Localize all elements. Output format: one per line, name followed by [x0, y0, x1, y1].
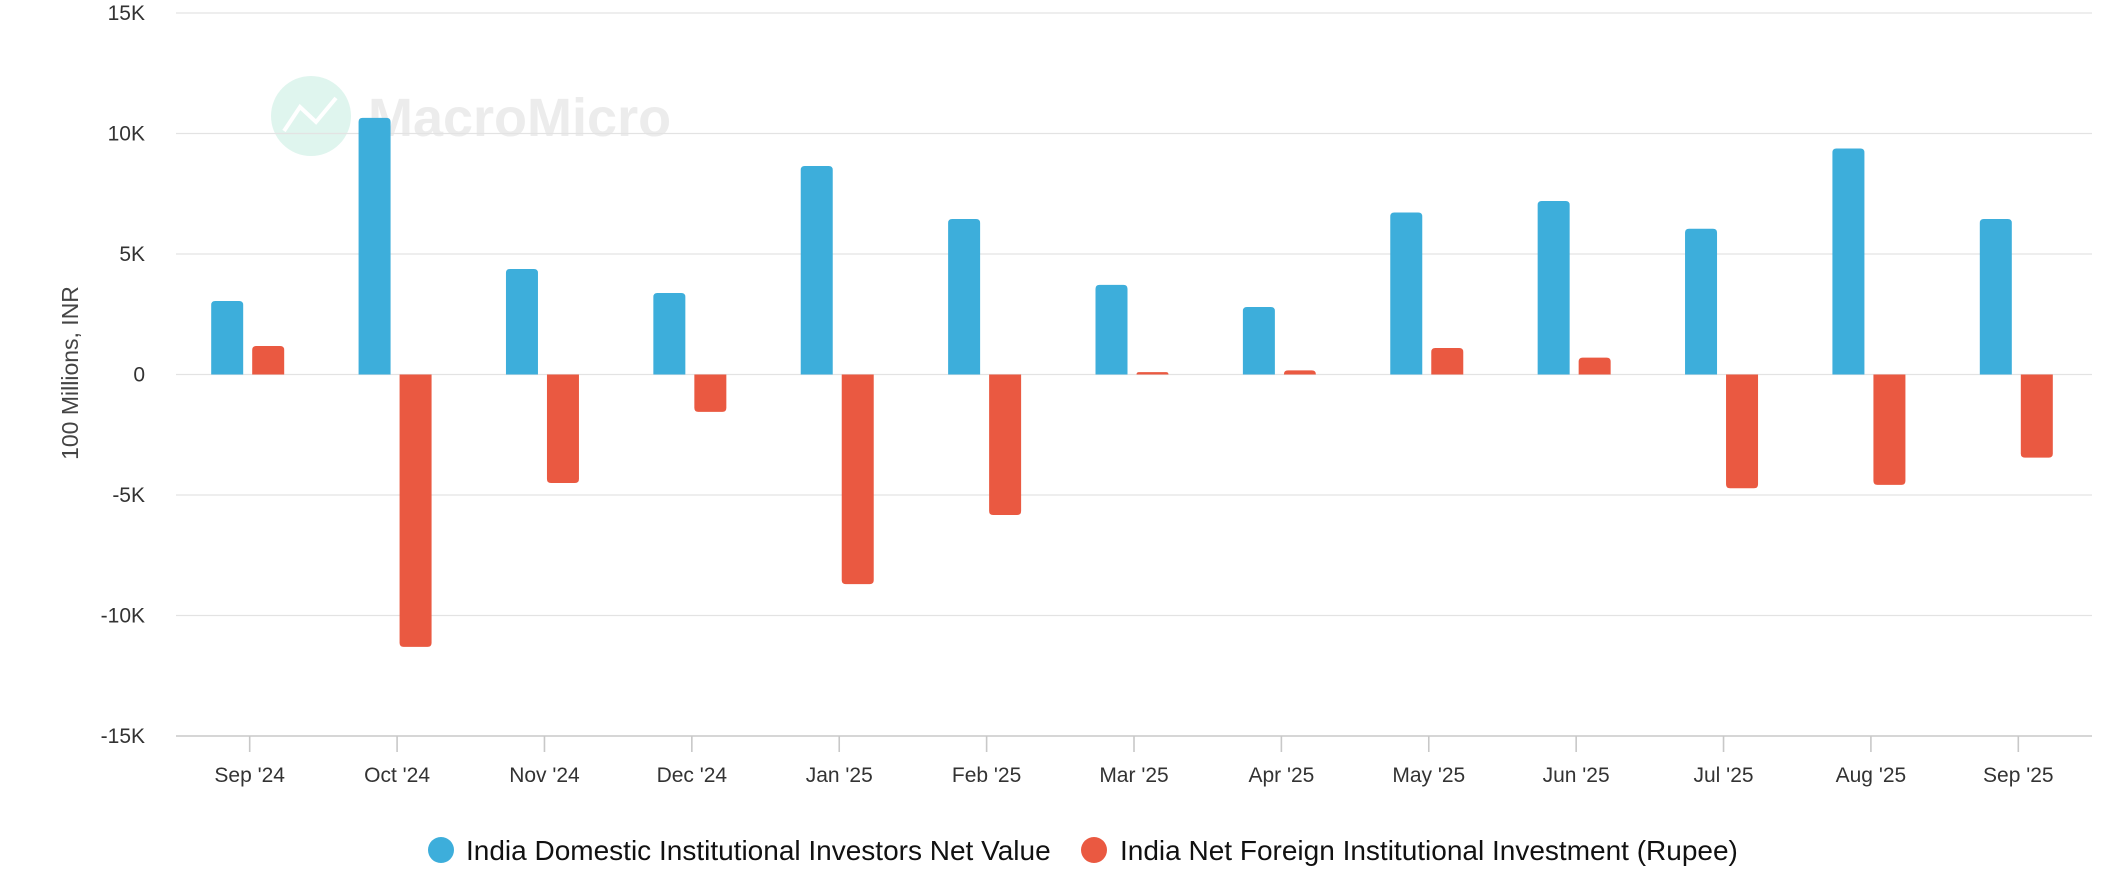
- legend-swatch-domestic: [428, 837, 454, 863]
- x-tick-label: Mar '25: [1099, 764, 1168, 787]
- bar-foreign[interactable]: [841, 374, 874, 585]
- y-tick-label: 15K: [108, 2, 145, 25]
- bar-domestic[interactable]: [1095, 284, 1128, 375]
- x-tick-label: Jun '25: [1543, 764, 1610, 787]
- y-tick-label: 5K: [119, 243, 145, 266]
- bar-foreign[interactable]: [1431, 347, 1464, 375]
- x-tick-label: Apr '25: [1248, 764, 1314, 787]
- y-tick-label: 0: [133, 364, 145, 387]
- chart-logo-icon-line: [282, 96, 338, 133]
- x-tick-label: Aug '25: [1836, 764, 1907, 787]
- y-axis-title: 100 Millions, INR: [57, 286, 83, 460]
- bar-domestic[interactable]: [1979, 219, 2012, 375]
- bar-domestic[interactable]: [653, 293, 686, 375]
- bars: [211, 117, 2053, 647]
- watermark: MacroMicro: [271, 76, 671, 156]
- y-tick-label: -15K: [101, 725, 145, 748]
- bar-domestic[interactable]: [800, 166, 833, 375]
- x-tick-label: Sep '24: [214, 764, 285, 787]
- bar-foreign[interactable]: [989, 374, 1022, 516]
- bar-domestic[interactable]: [1685, 228, 1718, 375]
- x-tick-label: Nov '24: [509, 764, 580, 787]
- bar-domestic[interactable]: [211, 300, 244, 375]
- bar-foreign[interactable]: [399, 374, 432, 647]
- bar-domestic[interactable]: [1832, 148, 1865, 375]
- bar-foreign[interactable]: [546, 374, 579, 483]
- x-tick-label: Feb '25: [952, 764, 1021, 787]
- x-tick-label: Jul '25: [1694, 764, 1754, 787]
- legend-item-domestic[interactable]: India Domestic Institutional Investors N…: [428, 835, 1051, 866]
- x-tick-label: Jan '25: [806, 764, 873, 787]
- bar-domestic[interactable]: [505, 268, 538, 375]
- grid: [176, 12, 2092, 737]
- x-axis: Sep '24 Oct '24 Nov '24 Dec '24 Jan '25 Feb '…: [214, 736, 2054, 787]
- bar-foreign[interactable]: [694, 374, 727, 412]
- bar-foreign[interactable]: [1873, 374, 1906, 485]
- bar-domestic[interactable]: [1390, 212, 1423, 375]
- bar-foreign[interactable]: [1136, 372, 1169, 375]
- legend-label-foreign: India Net Foreign Institutional Investme…: [1120, 835, 1738, 866]
- bar-foreign[interactable]: [2020, 374, 2053, 458]
- bar-foreign[interactable]: [1578, 357, 1611, 375]
- bar-domestic[interactable]: [358, 117, 391, 375]
- bar-foreign[interactable]: [1726, 374, 1759, 489]
- bar-domestic[interactable]: [1537, 200, 1570, 375]
- x-tick-label: Sep '25: [1983, 764, 2054, 787]
- legend-item-foreign[interactable]: India Net Foreign Institutional Investme…: [1081, 835, 1738, 866]
- y-tick-label: -10K: [101, 605, 145, 628]
- watermark-text: MacroMicro: [368, 88, 671, 148]
- bar-domestic[interactable]: [1242, 307, 1275, 375]
- bar-foreign[interactable]: [1283, 370, 1316, 375]
- y-tick-label: -5K: [112, 484, 145, 507]
- bar-foreign[interactable]: [252, 346, 285, 375]
- legend-label-domestic: India Domestic Institutional Investors N…: [466, 835, 1051, 866]
- x-tick-label: Dec '24: [657, 764, 728, 787]
- y-axis: 15K 10K 5K 0 -5K -10K -15K: [101, 2, 145, 748]
- y-tick-label: 10K: [108, 123, 145, 146]
- legend: India Domestic Institutional Investors N…: [428, 835, 1738, 866]
- legend-swatch-foreign: [1081, 837, 1107, 863]
- x-tick-label: May '25: [1392, 764, 1465, 787]
- bar-domestic[interactable]: [948, 219, 981, 375]
- x-tick-label: Oct '24: [364, 764, 430, 787]
